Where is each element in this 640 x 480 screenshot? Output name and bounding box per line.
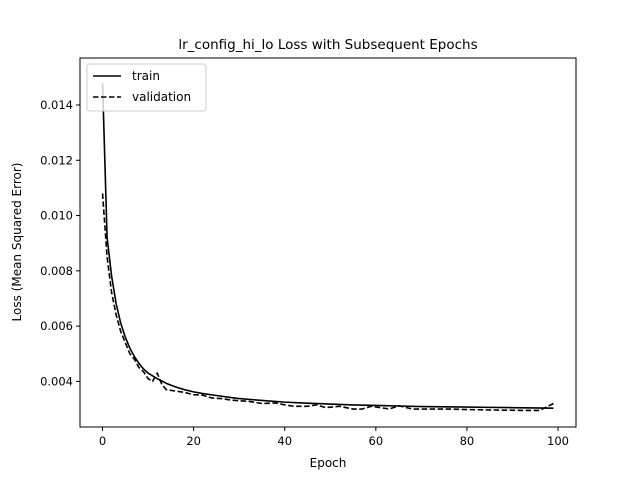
y-tick-label: 0.006 [40,319,73,333]
axes-frame [79,57,577,428]
y-tick-label: 0.012 [40,153,73,167]
series-line-validation [101,193,554,412]
y-tick-label: 0.014 [40,98,73,112]
y-tick-label: 0.010 [40,209,73,223]
y-tick-label: 0.004 [40,374,73,388]
chart-title: lr_config_hi_lo Loss with Subsequent Epo… [178,37,477,53]
x-tick-label: 100 [547,434,569,448]
x-tick-label: 0 [99,434,106,448]
x-tick-label: 80 [460,434,475,448]
legend-train-label: train [132,69,160,83]
x-axis-label: Epoch [310,456,347,470]
x-tick-label: 20 [186,434,201,448]
x-tick-label: 60 [369,434,384,448]
series-line-train [101,82,554,409]
y-tick-label: 0.008 [40,264,73,278]
legend: train validation [86,63,207,112]
y-axis-ticks: 0.004 0.006 0.008 0.010 0.012 0.014 [40,98,80,388]
legend-validation-label: validation [132,90,191,104]
plot-area [101,82,554,412]
x-tick-label: 40 [277,434,292,448]
x-axis-ticks: 0 20 40 60 80 100 [99,427,569,448]
y-axis-label: Loss (Mean Squared Error) [10,163,24,322]
